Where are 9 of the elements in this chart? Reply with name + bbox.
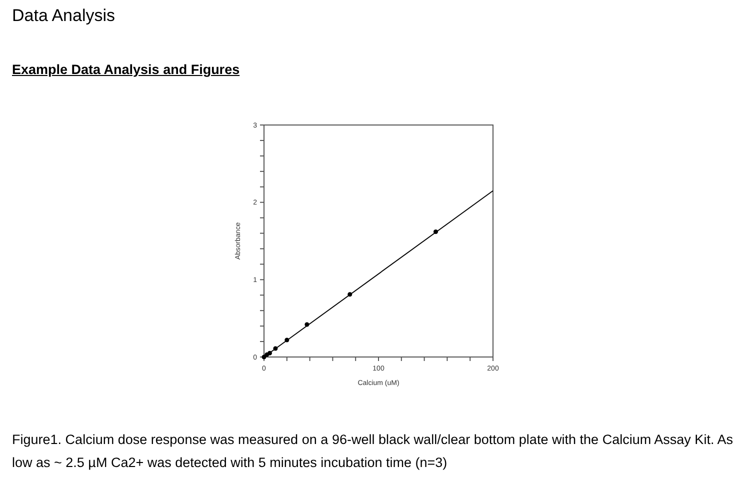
- text: Example Data Analysis and Figures: [12, 62, 240, 77]
- point: [267, 350, 272, 356]
- caption: Figure1. Calcium dose response was measured on a 96-well black wall/clear bottom plate with the Calcium Assay Kit. As low as ~ 2.5 µM Ca2+ was detected with 5 minutes incubation time (n=3): [12, 431, 733, 472]
- point: [284, 338, 290, 342]
- point: [433, 229, 438, 234]
- point: [273, 346, 278, 351]
- point: [348, 292, 352, 297]
- text: Data Analysis: [12, 6, 115, 26]
- point: [304, 322, 310, 327]
